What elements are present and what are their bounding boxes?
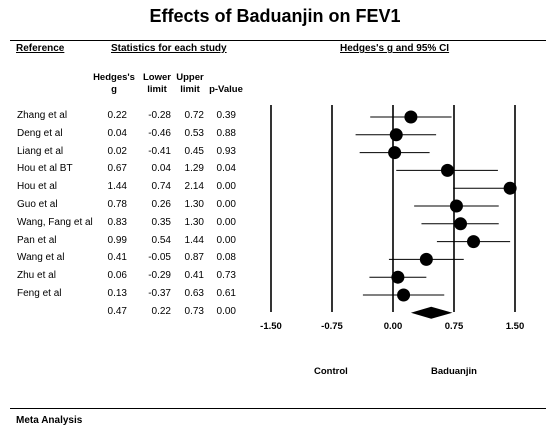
study-upper-value: 1.30 — [184, 216, 204, 228]
effect-point — [397, 288, 411, 302]
effect-point — [449, 199, 463, 213]
effect-point — [389, 128, 403, 142]
study-lower-value: -0.28 — [148, 110, 171, 121]
study-name: Wang et al — [17, 252, 65, 264]
lower-header-line1: Lower — [143, 72, 171, 83]
x-tick-label: 0.00 — [383, 321, 403, 332]
study-name: Hou et al BT — [17, 163, 73, 175]
g-header-line1: Hedges's — [93, 72, 135, 83]
study-p-value: 0.61 — [216, 288, 236, 299]
study-p-value: 0.88 — [216, 127, 236, 139]
header-rule-top — [10, 40, 546, 41]
study-p-value: 0.00 — [216, 199, 236, 210]
study-g-value: 0.13 — [107, 288, 127, 299]
x-tick-label: -1.50 — [260, 321, 282, 332]
study-g-value: 0.67 — [107, 163, 127, 175]
effect-point — [440, 163, 454, 177]
study-p-value: 0.08 — [216, 252, 236, 264]
summary-upper-value: 0.73 — [184, 305, 204, 317]
study-name: Deng et al — [17, 127, 63, 139]
effect-point — [419, 252, 433, 266]
study-upper-value: 1.44 — [184, 234, 204, 246]
study-name: Guo et al — [17, 199, 58, 210]
upper-header-line2: limit — [180, 84, 200, 95]
study-lower-value: -0.37 — [148, 288, 171, 299]
study-name: Zhang et al — [17, 110, 68, 121]
study-p-value: 0.04 — [216, 163, 236, 175]
x-tick-label: 0.75 — [444, 321, 464, 332]
lower-column-header: Lower limit — [140, 72, 174, 96]
left-favours-label: Control — [314, 366, 348, 377]
study-g-value: 0.83 — [107, 216, 127, 228]
study-p-value: 0.00 — [216, 234, 236, 246]
study-g-value: 0.99 — [107, 234, 127, 246]
study-upper-value: 0.41 — [184, 270, 204, 282]
study-lower-value: 0.54 — [151, 234, 171, 246]
study-upper-value: 2.14 — [184, 181, 204, 193]
lower-header-line2: limit — [147, 84, 167, 95]
study-p-value: 0.39 — [216, 110, 236, 121]
upper-column-header: Upper limit — [174, 72, 206, 96]
study-g-value: 0.02 — [107, 145, 127, 157]
study-p-value: 0.93 — [216, 145, 236, 157]
right-favours-label: Baduanjin — [431, 366, 477, 377]
effect-point — [467, 235, 481, 249]
effect-point — [391, 270, 405, 284]
x-tick-label: 1.50 — [505, 321, 525, 332]
upper-header-line1: Upper — [176, 72, 204, 83]
study-p-value: 0.00 — [216, 181, 236, 193]
footer-rule — [10, 408, 546, 409]
study-p-value: 0.73 — [216, 270, 236, 282]
summary-diamond — [410, 306, 453, 319]
study-g-value: 0.22 — [107, 110, 127, 121]
g-header-line2: g — [111, 84, 117, 95]
study-name: Pan et al — [17, 234, 57, 246]
reference-header: Reference — [16, 43, 65, 54]
study-lower-value: -0.41 — [148, 145, 171, 157]
study-p-value: 0.00 — [216, 216, 236, 228]
study-name: Hou et al — [17, 181, 58, 193]
study-name: Zhu et al — [17, 270, 56, 282]
plot-group-header: Hedges's g and 95% CI — [340, 43, 450, 54]
g-column-header: Hedges's g — [89, 72, 139, 96]
study-g-value: 1.44 — [107, 181, 127, 193]
study-lower-value: 0.26 — [151, 199, 171, 210]
p-column-header: p-Value — [206, 84, 246, 96]
chart-title: Effects of Baduanjin on FEV1 — [149, 6, 401, 26]
effect-point — [454, 217, 468, 231]
study-upper-value: 0.45 — [184, 145, 204, 157]
study-lower-value: 0.04 — [151, 163, 171, 175]
footer-label: Meta Analysis — [16, 415, 83, 426]
study-g-value: 0.78 — [107, 199, 127, 210]
study-name: Liang et al — [17, 145, 64, 157]
study-lower-value: -0.29 — [148, 270, 171, 282]
study-g-value: 0.04 — [107, 127, 127, 139]
stats-group-header: Statistics for each study — [111, 43, 227, 54]
summary-g-value: 0.47 — [107, 305, 127, 317]
study-upper-value: 0.63 — [184, 288, 204, 299]
study-lower-value: -0.46 — [148, 127, 171, 139]
study-lower-value: 0.35 — [151, 216, 171, 228]
study-lower-value: -0.05 — [148, 252, 171, 264]
x-tick-label: -0.75 — [321, 321, 343, 332]
effect-point — [388, 146, 402, 160]
study-name: Feng et al — [17, 288, 62, 299]
study-lower-value: 0.74 — [151, 181, 171, 193]
summary-p-value: 0.00 — [216, 305, 236, 317]
study-upper-value: 1.29 — [184, 163, 204, 175]
p-header-line1: p-Value — [209, 84, 243, 95]
study-name: Wang, Fang et al — [17, 216, 93, 228]
study-upper-value: 0.72 — [184, 110, 204, 121]
study-upper-value: 0.87 — [184, 252, 204, 264]
study-g-value: 0.06 — [107, 270, 127, 282]
study-upper-value: 0.53 — [184, 127, 204, 139]
study-upper-value: 1.30 — [184, 199, 204, 210]
study-g-value: 0.41 — [107, 252, 127, 264]
summary-lower-value: 0.22 — [151, 305, 171, 317]
effect-point — [503, 181, 517, 195]
effect-point — [404, 110, 418, 124]
